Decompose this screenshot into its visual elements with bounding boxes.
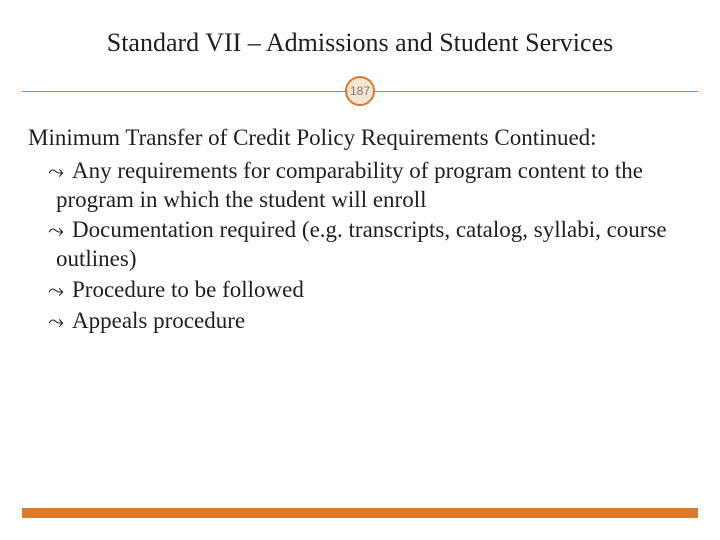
bullet-icon: ⤳ bbox=[48, 160, 72, 185]
slide-container: Standard VII – Admissions and Student Se… bbox=[0, 0, 720, 540]
footer-accent-bar bbox=[22, 508, 698, 518]
bullet-text: Any requirements for comparability of pr… bbox=[56, 158, 643, 212]
bullet-text: Procedure to be followed bbox=[72, 277, 304, 302]
content-area: Minimum Transfer of Credit Policy Requir… bbox=[0, 106, 720, 335]
slide-title: Standard VII – Admissions and Student Se… bbox=[0, 0, 720, 76]
bullet-icon: ⤳ bbox=[48, 219, 72, 244]
page-number-badge: 187 bbox=[345, 76, 375, 106]
list-item: ⤳Procedure to be followed bbox=[28, 276, 692, 305]
content-subtitle: Minimum Transfer of Credit Policy Requir… bbox=[28, 124, 692, 153]
bullet-text: Documentation required (e.g. transcripts… bbox=[56, 217, 667, 271]
list-item: ⤳Documentation required (e.g. transcript… bbox=[28, 216, 692, 274]
list-item: ⤳Any requirements for comparability of p… bbox=[28, 157, 692, 215]
bullet-icon: ⤳ bbox=[48, 279, 72, 304]
bullet-text: Appeals procedure bbox=[72, 308, 245, 333]
divider-row: 187 bbox=[0, 76, 720, 106]
list-item: ⤳Appeals procedure bbox=[28, 307, 692, 336]
bullet-list: ⤳Any requirements for comparability of p… bbox=[28, 157, 692, 336]
bullet-icon: ⤳ bbox=[48, 310, 72, 335]
